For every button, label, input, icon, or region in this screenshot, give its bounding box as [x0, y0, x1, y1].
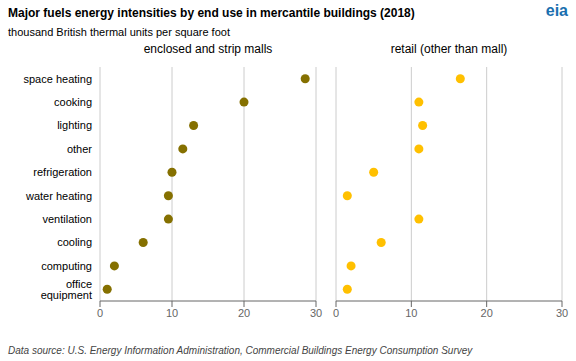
svg-text:30: 30	[310, 307, 322, 319]
svg-text:20: 20	[481, 307, 493, 319]
html-text:eia: eia	[545, 2, 568, 19]
html-text:thousand British thermal units: thousand British thermal units per squar…	[8, 26, 230, 38]
svg-text:10: 10	[166, 307, 178, 319]
html-text:Major fuels energy intensities: Major fuels energy intensities by end us…	[8, 6, 415, 20]
svg-text:computing: computing	[41, 260, 92, 272]
svg-text:10: 10	[405, 307, 417, 319]
svg-text:cooling: cooling	[57, 236, 92, 248]
svg-text:cooking: cooking	[54, 96, 92, 108]
svg-text:other: other	[67, 143, 92, 155]
svg-text:water heating: water heating	[25, 190, 92, 202]
html-text:retail (other than mall): retail (other than mall)	[390, 42, 508, 56]
svg-text:officeequipment: officeequipment	[41, 278, 92, 301]
svg-text:20: 20	[238, 307, 250, 319]
svg-text:0: 0	[333, 307, 339, 319]
svg-text:space heating: space heating	[24, 73, 93, 85]
svg-text:30: 30	[556, 307, 568, 319]
svg-text:lighting: lighting	[57, 119, 92, 131]
html-text:enclosed and strip malls: enclosed and strip malls	[143, 42, 273, 56]
svg-text:refrigeration: refrigeration	[33, 166, 92, 178]
html-text:Data source: U.S. Energy Infor: Data source: U.S. Energy Information Adm…	[8, 345, 473, 356]
svg-text:ventilation: ventilation	[42, 213, 92, 225]
svg-text:0: 0	[97, 307, 103, 319]
